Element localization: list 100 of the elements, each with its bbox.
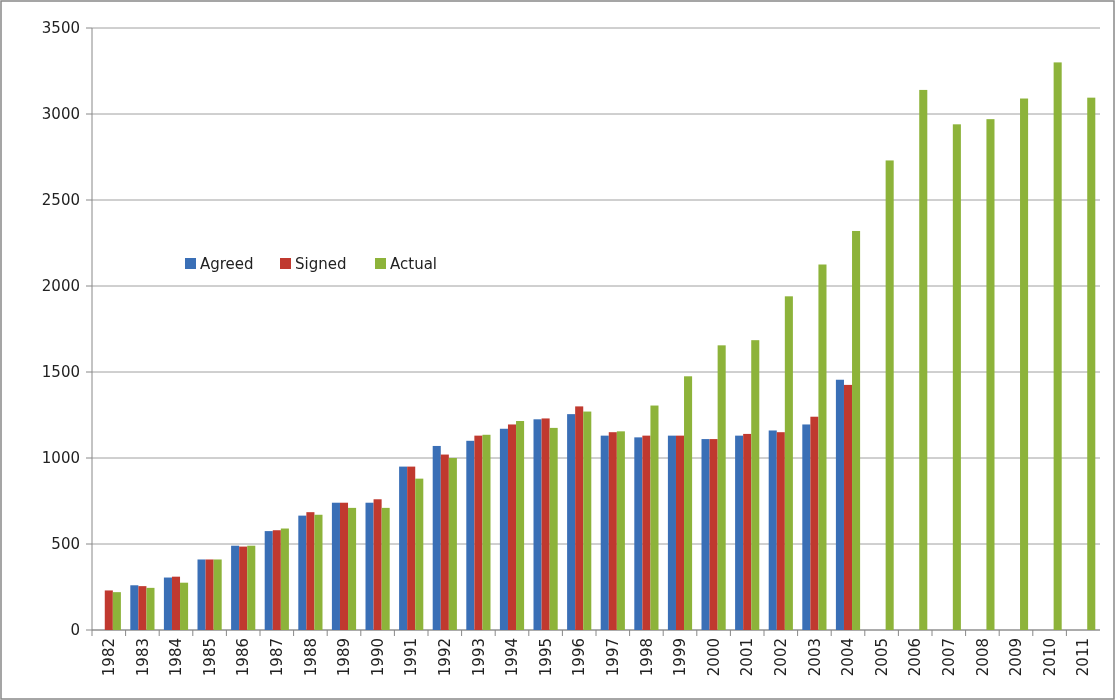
bar xyxy=(684,376,693,630)
y-tick-label: 3000 xyxy=(41,105,80,124)
x-tick-label: 1999 xyxy=(671,638,690,677)
bar xyxy=(567,414,576,630)
bar xyxy=(466,440,475,630)
x-tick-label: 2001 xyxy=(738,638,757,677)
bar xyxy=(205,559,214,630)
bar xyxy=(331,502,340,630)
x-tick-label: 2005 xyxy=(872,638,891,677)
bar xyxy=(1053,62,1062,630)
bar xyxy=(373,499,382,630)
bar xyxy=(339,502,349,630)
x-tick-label: 1990 xyxy=(368,638,387,677)
bar xyxy=(516,421,525,630)
bar xyxy=(541,418,550,630)
bar xyxy=(717,345,726,630)
bar xyxy=(776,432,785,630)
x-tick-label: 1996 xyxy=(570,638,589,677)
bar xyxy=(146,587,155,630)
bar xyxy=(499,428,508,630)
y-tick-label: 0 xyxy=(70,621,80,640)
bar xyxy=(818,264,827,630)
y-tick-label: 1500 xyxy=(41,363,80,382)
x-tick-label: 2006 xyxy=(906,638,925,677)
bar xyxy=(507,424,517,630)
x-tick-label: 1986 xyxy=(234,638,253,677)
bar xyxy=(650,405,659,630)
x-tick-label: 1987 xyxy=(268,638,287,677)
x-tick-label: 2010 xyxy=(1040,638,1059,677)
bar xyxy=(784,296,793,630)
bar xyxy=(474,435,483,630)
bar xyxy=(264,531,273,630)
bar xyxy=(575,406,584,630)
x-tick-label: 1994 xyxy=(503,638,522,677)
bar xyxy=(852,230,861,630)
bar xyxy=(835,379,844,630)
legend-label: Signed xyxy=(295,255,347,274)
x-tick-label: 2008 xyxy=(973,638,992,677)
bar xyxy=(810,416,819,630)
bar xyxy=(802,424,811,630)
bar xyxy=(735,435,744,630)
x-tick-label: 1989 xyxy=(335,638,354,677)
bar xyxy=(600,435,609,630)
bar xyxy=(213,559,222,630)
bar xyxy=(171,576,181,630)
bar xyxy=(675,435,685,630)
bar xyxy=(112,592,121,630)
bar xyxy=(533,419,542,630)
bar xyxy=(743,433,752,630)
legend-label: Actual xyxy=(390,255,437,274)
bar xyxy=(1087,97,1096,630)
bar xyxy=(634,437,643,630)
bar xyxy=(885,160,894,630)
bar xyxy=(751,340,760,630)
y-tick-label: 3500 xyxy=(41,19,80,38)
bar xyxy=(138,586,147,630)
y-tick-label: 500 xyxy=(51,535,80,554)
bar xyxy=(709,439,718,630)
bar xyxy=(986,119,995,630)
bar xyxy=(247,545,256,630)
x-tick-label: 2002 xyxy=(772,638,791,677)
bar xyxy=(448,458,457,630)
bar xyxy=(482,434,491,630)
bar xyxy=(104,590,113,630)
bar xyxy=(298,515,307,630)
bar xyxy=(432,445,441,630)
x-tick-label: 2011 xyxy=(1074,638,1093,677)
bar xyxy=(197,559,206,630)
bar xyxy=(280,528,289,630)
bar xyxy=(180,582,189,630)
bar xyxy=(314,514,323,630)
x-tick-label: 1983 xyxy=(133,638,152,677)
bar xyxy=(272,530,281,630)
bar xyxy=(768,430,777,630)
bar xyxy=(399,466,408,630)
x-tick-label: 2004 xyxy=(839,638,858,677)
bar xyxy=(306,512,315,630)
legend-label: Agreed xyxy=(200,255,254,274)
bar xyxy=(701,439,710,630)
bar xyxy=(667,435,676,630)
bar xyxy=(616,431,625,630)
bar xyxy=(407,466,416,630)
bar xyxy=(239,546,248,630)
bar xyxy=(1020,98,1029,630)
x-tick-label: 1982 xyxy=(100,638,119,677)
x-tick-label: 2007 xyxy=(940,638,959,677)
x-tick-label: 2009 xyxy=(1007,638,1026,677)
y-tick-label: 2000 xyxy=(41,277,80,296)
bar xyxy=(231,545,240,630)
bar xyxy=(608,432,617,630)
bar xyxy=(365,502,374,630)
bar xyxy=(440,454,449,630)
bar xyxy=(163,577,172,630)
x-tick-label: 1985 xyxy=(200,638,219,677)
x-tick-label: 1984 xyxy=(167,638,186,677)
bar xyxy=(952,124,961,630)
x-tick-label: 2003 xyxy=(805,638,824,677)
bar xyxy=(919,89,928,630)
bar xyxy=(348,507,357,630)
bar xyxy=(381,507,390,630)
